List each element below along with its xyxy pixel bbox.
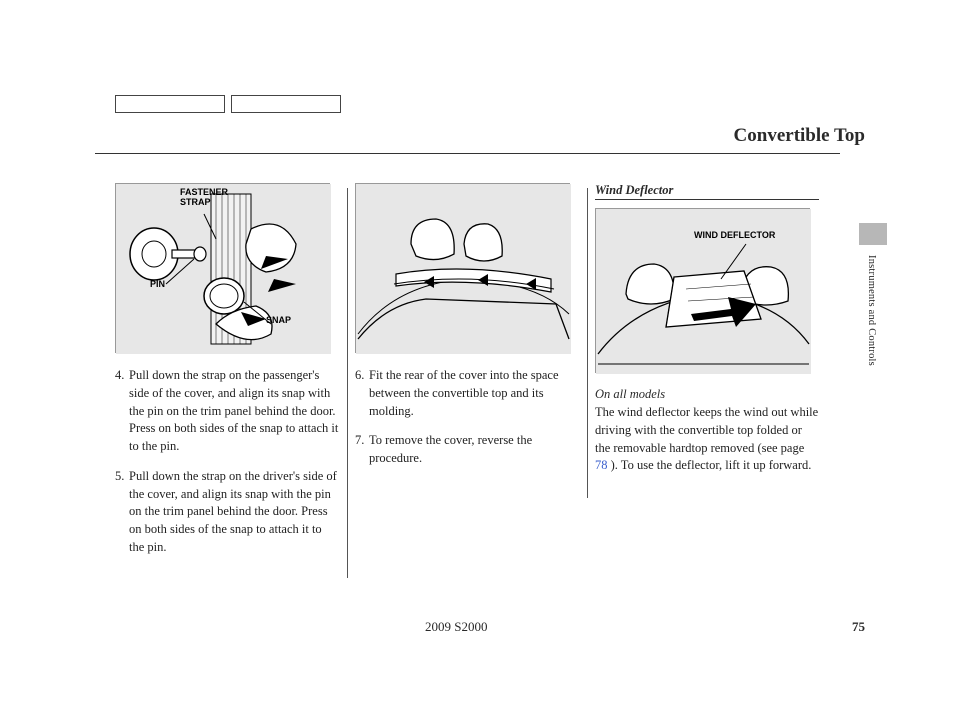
- label-wind-deflector: WIND DEFLECTOR: [694, 231, 775, 241]
- page-reference-link[interactable]: 78: [595, 458, 608, 472]
- step-text: Fit the rear of the cover into the space…: [369, 367, 579, 420]
- column-divider: [347, 188, 348, 578]
- step-number: 4.: [115, 367, 129, 456]
- model-note: On all models: [595, 387, 819, 402]
- wind-deflector-heading: Wind Deflector: [595, 183, 819, 200]
- wind-deflector-body: The wind deflector keeps the wind out wh…: [595, 404, 819, 475]
- step-4: 4. Pull down the strap on the passenger'…: [115, 367, 339, 456]
- label-snap: SNAP: [266, 316, 291, 326]
- body-post: ). To use the deflector, lift it up forw…: [608, 458, 812, 472]
- label-fastener-strap: FASTENERSTRAP: [180, 188, 228, 208]
- figure-fastener-snap: FASTENERSTRAP PIN SNAP: [115, 183, 330, 353]
- section-side-label: Instruments and Controls: [866, 255, 877, 366]
- column-3: Wind Deflector: [595, 183, 835, 583]
- body-pre: The wind deflector keeps the wind out wh…: [595, 405, 818, 455]
- step-7: 7. To remove the cover, reverse the proc…: [355, 432, 579, 468]
- top-placeholder-boxes: [115, 95, 341, 113]
- column-divider: [587, 188, 588, 498]
- step-number: 5.: [115, 468, 129, 557]
- page-title: Convertible Top: [734, 125, 865, 147]
- step-number: 7.: [355, 432, 369, 468]
- step-6: 6. Fit the rear of the cover into the sp…: [355, 367, 579, 420]
- figure-cover-rear: [355, 183, 570, 353]
- step-number: 6.: [355, 367, 369, 420]
- manual-page: Convertible Top Instruments and Controls: [95, 95, 865, 635]
- placeholder-box: [115, 95, 225, 113]
- cover-rear-illustration: [356, 184, 571, 354]
- column-2: 6. Fit the rear of the cover into the sp…: [355, 183, 595, 583]
- footer-page-number: 75: [852, 619, 865, 635]
- label-pin: PIN: [150, 280, 165, 290]
- placeholder-box: [231, 95, 341, 113]
- content-columns: FASTENERSTRAP PIN SNAP 4. Pull down the …: [115, 183, 835, 583]
- step-text: Pull down the strap on the driver's side…: [129, 468, 339, 557]
- fastener-illustration: [116, 184, 331, 354]
- figure-wind-deflector: WIND DEFLECTOR: [595, 208, 810, 373]
- step-5: 5. Pull down the strap on the driver's s…: [115, 468, 339, 557]
- step-text: To remove the cover, reverse the procedu…: [369, 432, 579, 468]
- column-1: FASTENERSTRAP PIN SNAP 4. Pull down the …: [115, 183, 355, 583]
- footer-model-year: 2009 S2000: [425, 619, 487, 635]
- step-text: Pull down the strap on the passenger's s…: [129, 367, 339, 456]
- section-tab: [859, 223, 887, 245]
- title-rule: [95, 153, 840, 154]
